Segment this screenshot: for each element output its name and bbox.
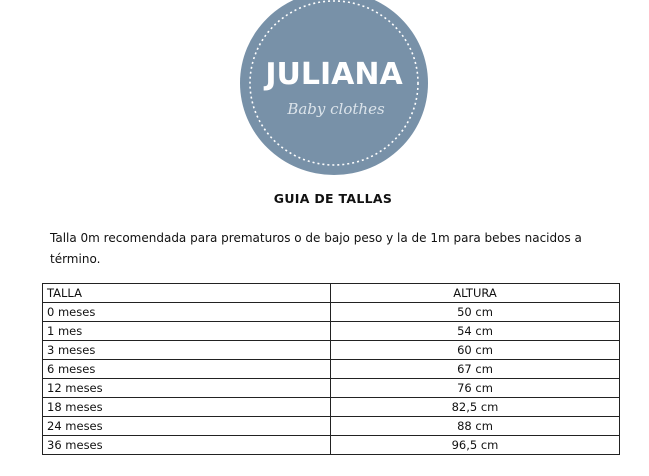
talla-cell: 36 meses xyxy=(42,435,331,455)
document-title: GUIA DE TALLAS xyxy=(273,191,393,206)
table-row: 36 meses 96,5 cm xyxy=(42,435,620,455)
table-row: 0 meses 50 cm xyxy=(42,302,620,322)
talla-cell: 1 mes xyxy=(42,321,331,341)
size-table: TALLA ALTURA 0 meses 50 cm 1 mes 54 cm 3 mes… xyxy=(42,283,620,455)
altura-cell: 50 cm xyxy=(330,302,620,322)
table-header-row: TALLA ALTURA xyxy=(42,283,620,303)
altura-cell: 88 cm xyxy=(330,416,620,436)
svg-text:Baby clothes: Baby clothes xyxy=(286,100,385,118)
table-row: 18 meses 82,5 cm xyxy=(42,397,620,417)
talla-cell: 12 meses xyxy=(42,378,331,398)
svg-text:JULIANA: JULIANA xyxy=(263,57,403,92)
altura-cell: 76 cm xyxy=(330,378,620,398)
table-row: 24 meses 88 cm xyxy=(42,416,620,436)
juliana-logo: JULIANA Baby clothes xyxy=(240,0,428,175)
intro-paragraph: Talla 0m recomendada para prematuros o d… xyxy=(50,231,582,266)
talla-cell: 3 meses xyxy=(42,340,331,360)
altura-cell: 60 cm xyxy=(330,340,620,360)
table-row: 1 mes 54 cm xyxy=(42,321,620,341)
header-talla: TALLA xyxy=(42,283,331,303)
talla-cell: 18 meses xyxy=(42,397,331,417)
table-row: 12 meses 76 cm xyxy=(42,378,620,398)
altura-cell: 67 cm xyxy=(330,359,620,379)
talla-cell: 0 meses xyxy=(42,302,331,322)
altura-cell: 96,5 cm xyxy=(330,435,620,455)
table-row: 3 meses 60 cm xyxy=(42,340,620,360)
altura-cell: 54 cm xyxy=(330,321,620,341)
talla-cell: 6 meses xyxy=(42,359,331,379)
table-row: 6 meses 67 cm xyxy=(42,359,620,379)
header-altura: ALTURA xyxy=(330,283,620,303)
talla-cell: 24 meses xyxy=(42,416,331,436)
altura-cell: 82,5 cm xyxy=(330,397,620,417)
